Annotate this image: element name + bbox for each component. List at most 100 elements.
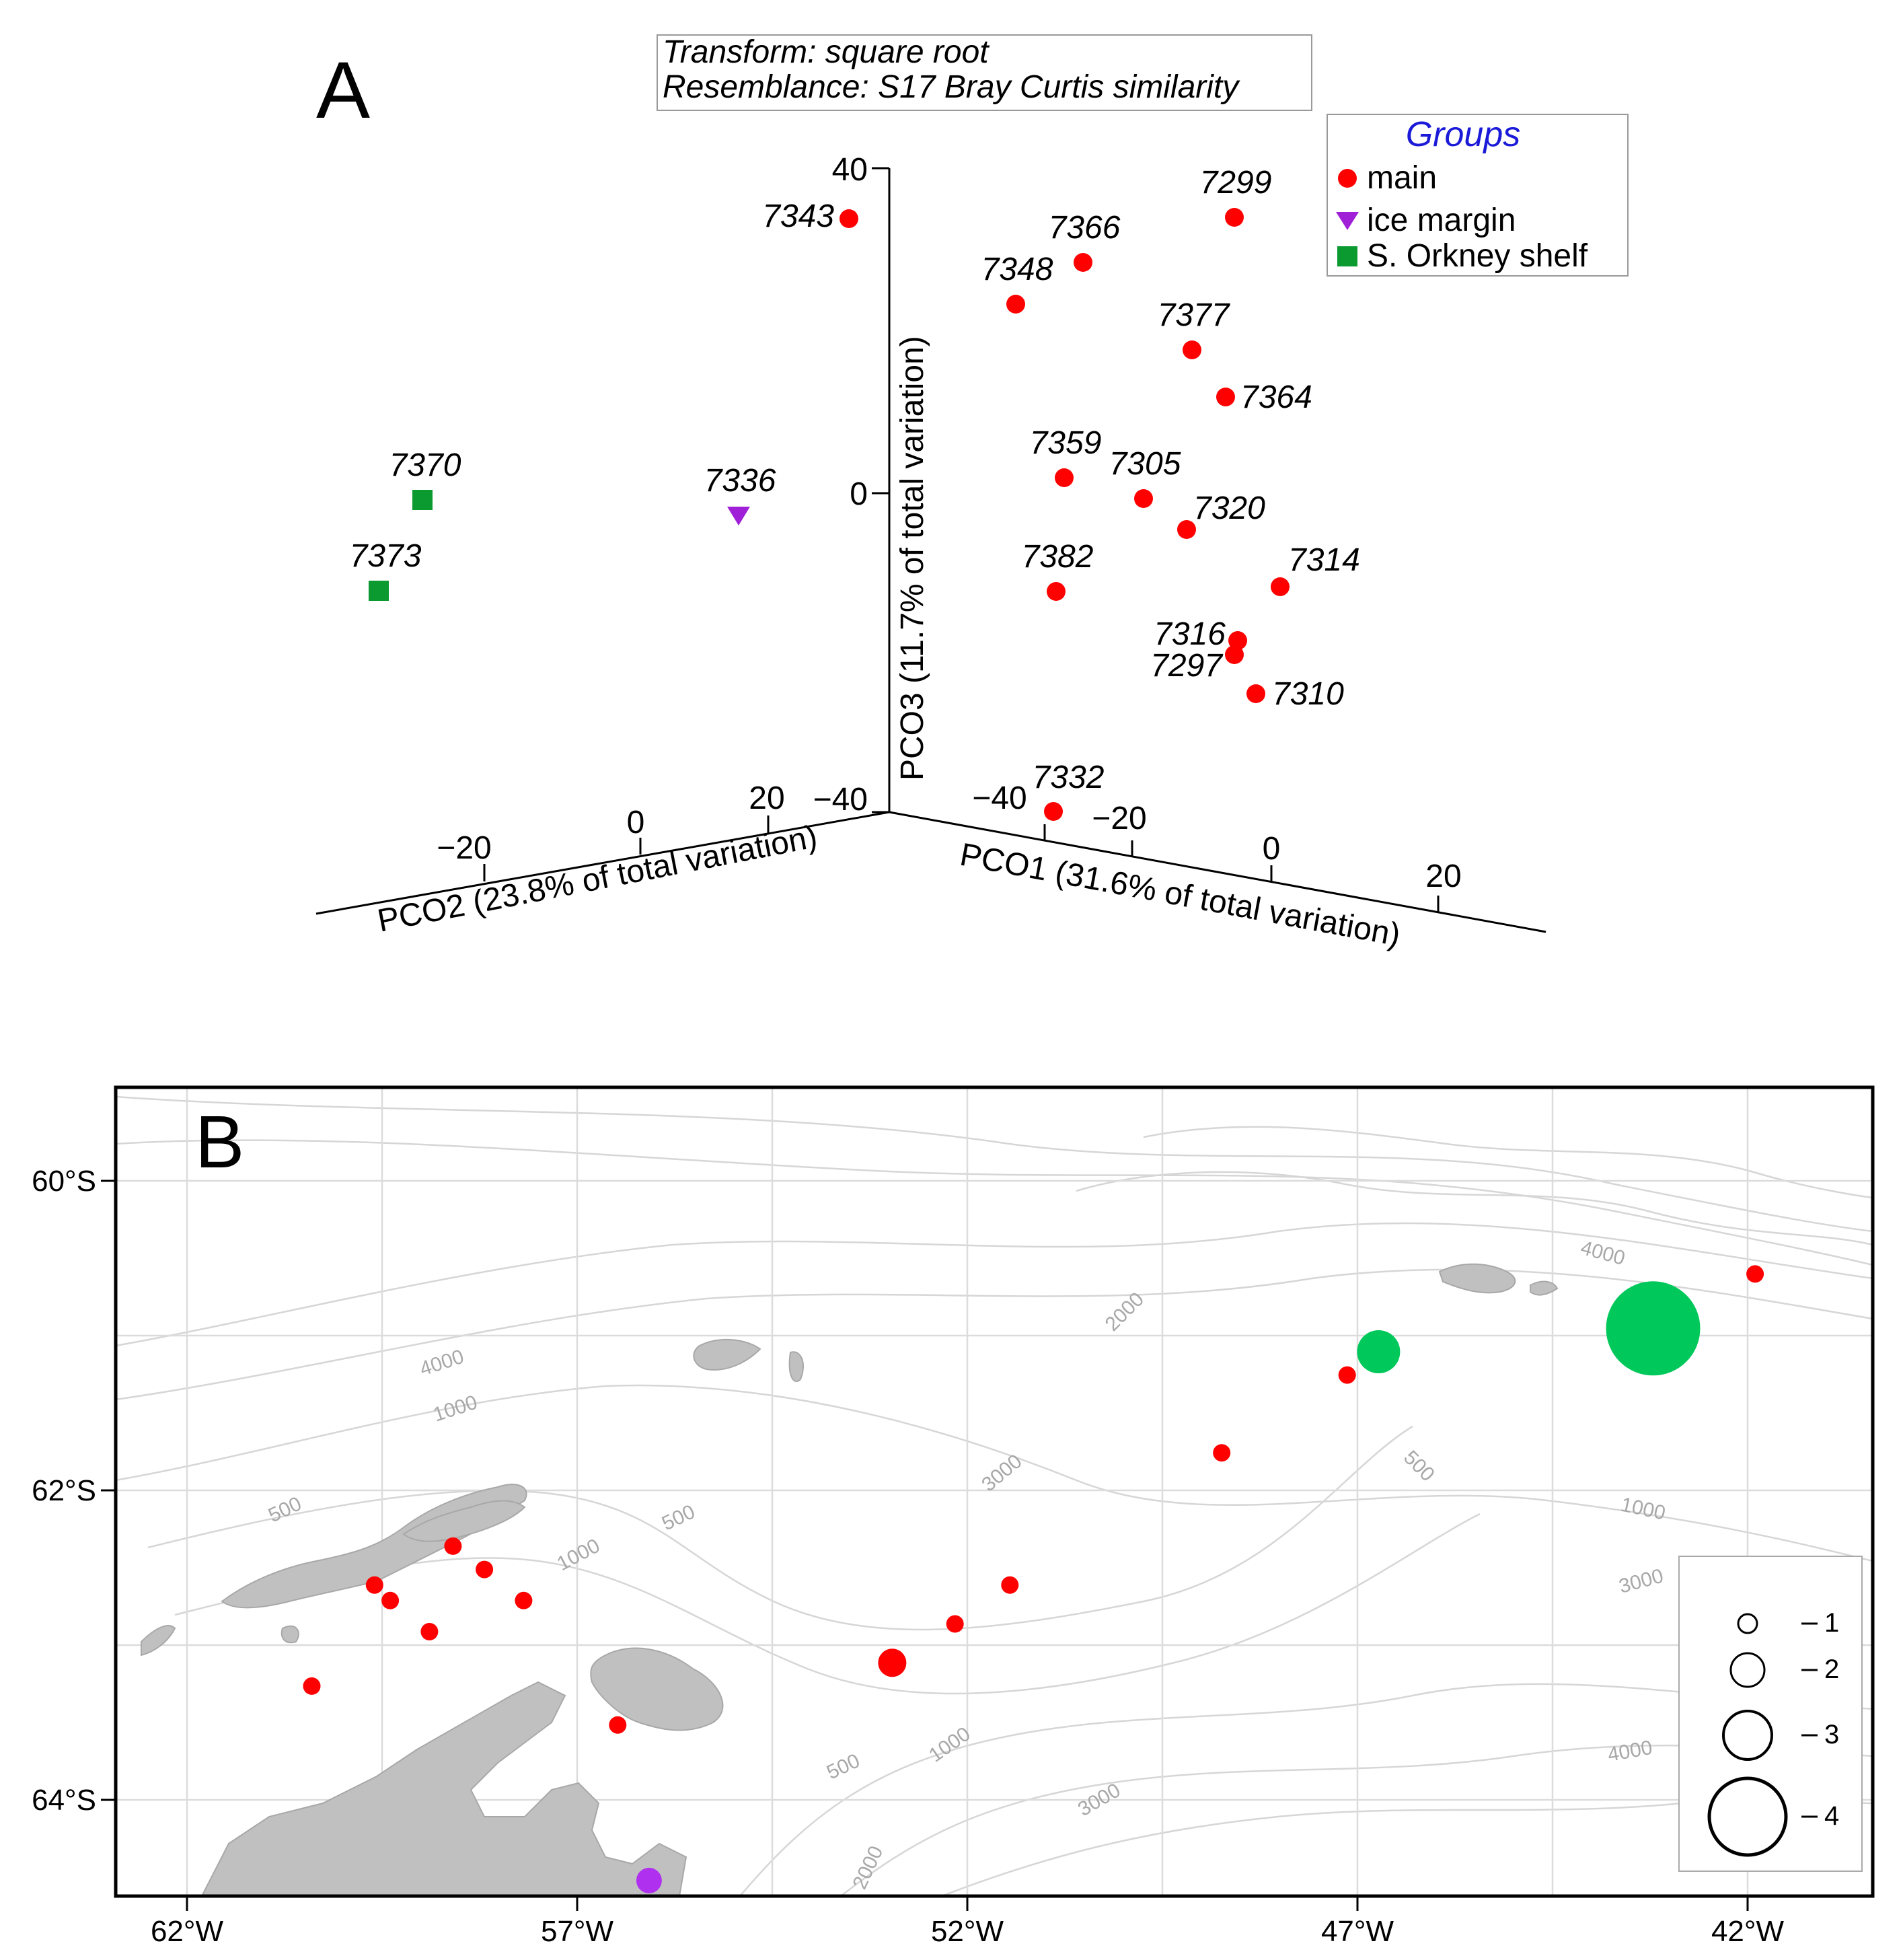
pco-point-label-7359: 7359: [1030, 425, 1102, 461]
site-bubble-11: [476, 1560, 494, 1578]
pco3-tick-minus40: −40: [813, 782, 868, 818]
site-bubble-3: [1357, 1330, 1401, 1373]
legend-title: Groups: [1406, 115, 1521, 154]
south-orkney-islands-east: [1530, 1280, 1559, 1296]
size-legend-label-4: 4: [1824, 1801, 1839, 1831]
lon-tick-62w: 62°W: [151, 1915, 224, 1948]
pco-point-label-7320: 7320: [1193, 491, 1265, 526]
pco1-tick-minus20: −20: [1092, 801, 1146, 836]
joinville-island: [590, 1647, 724, 1731]
south-orkney-islands: [1438, 1263, 1516, 1294]
size-legend-circle-2: [1729, 1652, 1766, 1688]
antarctic-peninsula: [200, 1681, 687, 1896]
site-bubble-6: [1001, 1576, 1019, 1594]
pco-point-label-7299: 7299: [1200, 165, 1272, 201]
panel-b: 4000 1000 500 500 1000 2000 3000 500 100…: [32, 1085, 1875, 1948]
pco1-axis: [889, 811, 1546, 933]
pco-point-7316: [1228, 631, 1247, 650]
small-island-mid: [281, 1625, 299, 1644]
site-bubble-16: [303, 1677, 321, 1695]
panel-a-label: A: [316, 45, 370, 135]
pco-point-7382: [1047, 582, 1066, 601]
map-bubbles: [303, 1265, 1764, 1893]
pco3-axis-title: PCO3 (11.7% of total variation): [895, 336, 930, 781]
elephant-island: [693, 1338, 761, 1371]
pco-point-label-7332: 7332: [1033, 760, 1105, 795]
site-bubble-4: [1338, 1366, 1356, 1384]
lat-tick-60s: 60°S: [32, 1165, 96, 1198]
pco-point-label-7343: 7343: [762, 198, 834, 234]
pco-point-label-7316: 7316: [1154, 616, 1226, 652]
map-frame: [114, 1085, 1875, 1898]
pco1-tick-0: 0: [1263, 831, 1281, 867]
pco-point-7377: [1183, 340, 1201, 359]
legend-orkney-marker: [1337, 246, 1357, 266]
king-george-island: [402, 1500, 526, 1542]
site-bubble-2: [1606, 1281, 1701, 1376]
pco-point-7343: [839, 209, 858, 228]
lon-tick-47w: 47°W: [1321, 1915, 1394, 1948]
panel-b-label: B: [195, 1101, 244, 1184]
site-bubble-5: [1213, 1444, 1231, 1462]
site-bubble-1: [1746, 1265, 1764, 1283]
pco-point-7305: [1134, 489, 1153, 508]
size-legend-circle-4: [1707, 1776, 1788, 1857]
legend-main-label: main: [1367, 160, 1437, 196]
pco1-tick-20: 20: [1425, 859, 1461, 894]
pco-point-label-7297: 7297: [1150, 648, 1224, 684]
pco-point-label-7382: 7382: [1022, 539, 1094, 575]
site-bubble-12: [444, 1537, 462, 1555]
land-masses: [141, 1263, 1559, 1896]
lat-tick-64s: 64°S: [32, 1784, 96, 1817]
group-legend: Groups main ice margin S. Orkney shelf: [1327, 114, 1629, 277]
site-bubble-17: [636, 1867, 662, 1893]
pco-point-label-7364: 7364: [1240, 379, 1312, 415]
pco2-tick-minus20: −20: [437, 830, 491, 866]
size-legend-circle-1: [1737, 1613, 1758, 1634]
site-bubble-9: [609, 1716, 627, 1734]
pco-point-label-7310: 7310: [1272, 676, 1344, 712]
pco-point-label-7348: 7348: [981, 252, 1053, 287]
pco-axes: [315, 167, 1546, 933]
site-bubble-8: [878, 1648, 907, 1677]
pco-point-7348: [1006, 295, 1025, 314]
pco-point-7336: [727, 507, 750, 525]
legend-orkney-label: S. Orkney shelf: [1367, 238, 1588, 274]
site-bubble-13: [420, 1623, 439, 1640]
pco-point-7366: [1074, 253, 1092, 272]
pco-point-7364: [1216, 388, 1235, 406]
pco2-axis: [315, 811, 890, 915]
pco-point-label-7305: 7305: [1109, 446, 1181, 482]
pco1-axis-title: PCO1 (31.6% of total variation): [957, 837, 1403, 953]
pco-point-7314: [1271, 577, 1290, 596]
legend-ice-margin-marker: [1336, 212, 1359, 230]
pco3-tick-0: 0: [850, 476, 868, 512]
pco-point-label-7314: 7314: [1288, 542, 1360, 578]
pco-point-7320: [1177, 520, 1196, 539]
site-bubble-10: [515, 1591, 533, 1609]
pco-point-7359: [1055, 468, 1074, 487]
pco-point-label-7366: 7366: [1049, 210, 1121, 246]
pco-point-7299: [1225, 208, 1244, 227]
legend-main-marker: [1338, 169, 1357, 188]
info-resemblance: Resemblance: S17 Bray Curtis similarity: [663, 69, 1240, 105]
size-legend-label-3: 3: [1824, 1720, 1839, 1749]
info-transform: Transform: square root: [663, 34, 990, 70]
pco2-tick-0: 0: [627, 805, 645, 840]
pco1-tick-minus40: −40: [972, 781, 1027, 816]
clarence-island: [788, 1351, 804, 1383]
info-box: Transform: square root Resemblance: S17 …: [657, 34, 1312, 111]
pco-point-7370: [412, 490, 433, 510]
pco-point-7373: [369, 581, 389, 601]
pco-point-label-7370: 7370: [389, 447, 461, 483]
lon-tick-42w: 42°W: [1711, 1915, 1785, 1948]
lon-tick-57w: 57°W: [541, 1915, 614, 1948]
size-legend: 1 2 3 4: [1678, 1556, 1863, 1872]
legend-ice-margin-label: ice margin: [1367, 203, 1516, 238]
panel-a: A Transform: square root Resemblance: S1…: [315, 34, 1629, 953]
pco3-tick-40: 40: [832, 152, 868, 188]
site-bubble-7: [946, 1615, 964, 1633]
pco-point-7297: [1225, 645, 1244, 664]
